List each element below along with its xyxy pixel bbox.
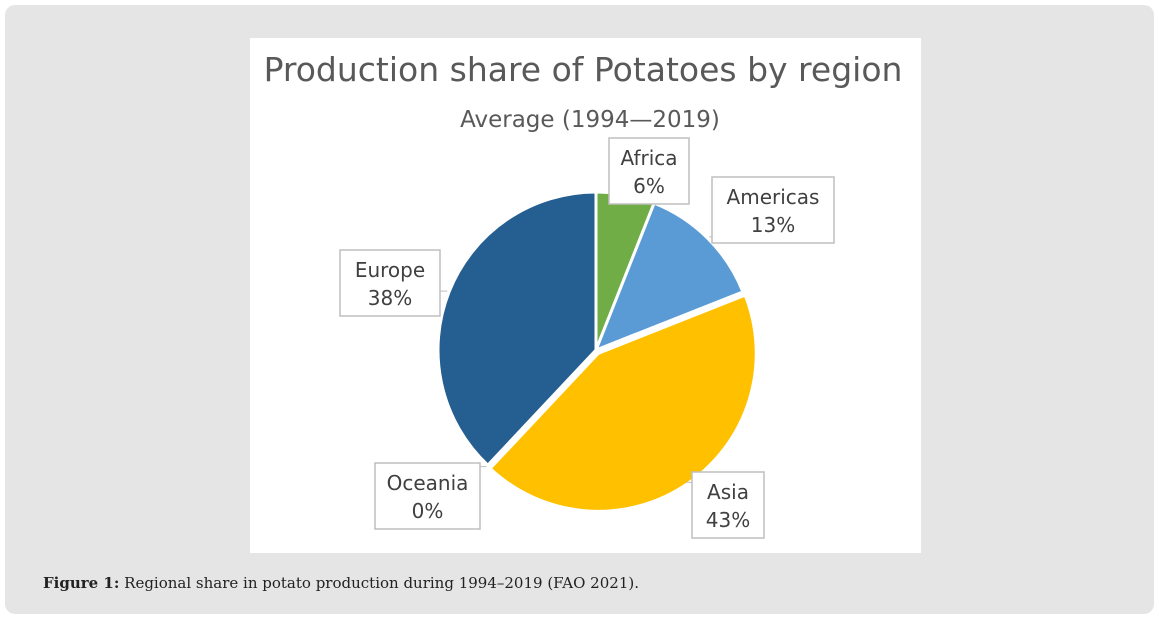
pie-chart: Production share of Potatoes by region A…	[264, 50, 903, 539]
data-label-category-americas: Americas	[727, 185, 820, 209]
pie-slice-asia	[487, 293, 758, 513]
data-label-category-africa: Africa	[620, 146, 677, 170]
data-label-value-asia: 43%	[706, 508, 750, 532]
pie-slice-americas	[593, 201, 745, 353]
data-label-box-asia	[691, 471, 765, 539]
chart-subtitle: Average (1994—2019)	[460, 107, 720, 133]
data-label-value-africa: 6%	[633, 174, 665, 198]
data-label-box-africa	[608, 137, 690, 205]
data-label-category-asia: Asia	[707, 480, 749, 504]
data-label-box-oceania	[374, 462, 481, 530]
data-label-category-europe: Europe	[355, 258, 425, 282]
data-label-category-oceania: Oceania	[387, 471, 469, 495]
chart-container: Production share of Potatoes by region A…	[250, 38, 921, 553]
caption-text: Regional share in potato production duri…	[119, 574, 639, 592]
pie-slice-europe	[436, 190, 598, 468]
data-label-value-europe: 38%	[368, 286, 412, 310]
figure-frame: Production share of Potatoes by region A…	[5, 5, 1154, 614]
data-label-box-europe	[339, 249, 441, 317]
data-label-value-americas: 13%	[751, 213, 795, 237]
figure-caption: Figure 1: Regional share in potato produ…	[43, 574, 639, 592]
data-label-value-oceania: 0%	[412, 499, 444, 523]
chart-title: Production share of Potatoes by region	[264, 50, 903, 89]
data-label-box-americas	[711, 176, 835, 244]
caption-label: Figure 1:	[43, 574, 120, 592]
